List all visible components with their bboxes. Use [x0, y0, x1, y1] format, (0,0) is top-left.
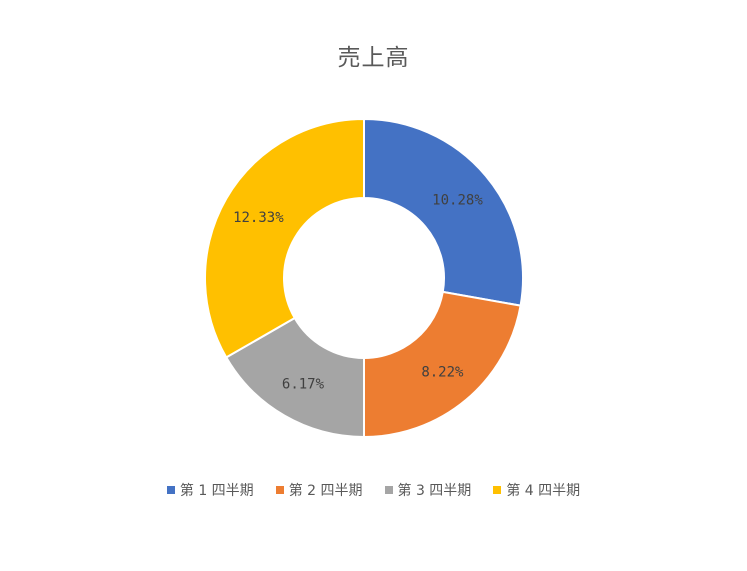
- donut-slice-1: [363, 117, 524, 307]
- data-label-3: 6.17%: [282, 377, 325, 393]
- legend-swatch-3: [384, 486, 393, 494]
- legend-label-4: 第 4 四半期: [506, 483, 581, 499]
- chart-legend: 第 1 四半期 第 2 四半期 第 3 四半期 第 4 四半期: [0, 480, 747, 500]
- data-label-1: 10.28%: [432, 193, 483, 209]
- legend-item-2: 第 2 四半期: [275, 480, 363, 500]
- donut-slice-4: [204, 117, 365, 359]
- legend-item-1: 第 1 四半期: [166, 480, 254, 500]
- legend-swatch-1: [166, 486, 175, 494]
- legend-swatch-4: [493, 486, 502, 494]
- chart-title: 売上高: [337, 45, 410, 71]
- legend-label-2: 第 2 四半期: [288, 483, 363, 499]
- legend-swatch-2: [275, 486, 284, 494]
- data-label-2: 8.22%: [421, 364, 464, 380]
- legend-label-1: 第 1 四半期: [179, 483, 254, 499]
- legend-label-3: 第 3 四半期: [397, 483, 472, 499]
- data-label-4: 12.33%: [233, 210, 284, 226]
- donut-slice-2: [363, 290, 522, 439]
- legend-item-3: 第 3 四半期: [384, 480, 472, 500]
- legend-item-4: 第 4 四半期: [493, 480, 580, 500]
